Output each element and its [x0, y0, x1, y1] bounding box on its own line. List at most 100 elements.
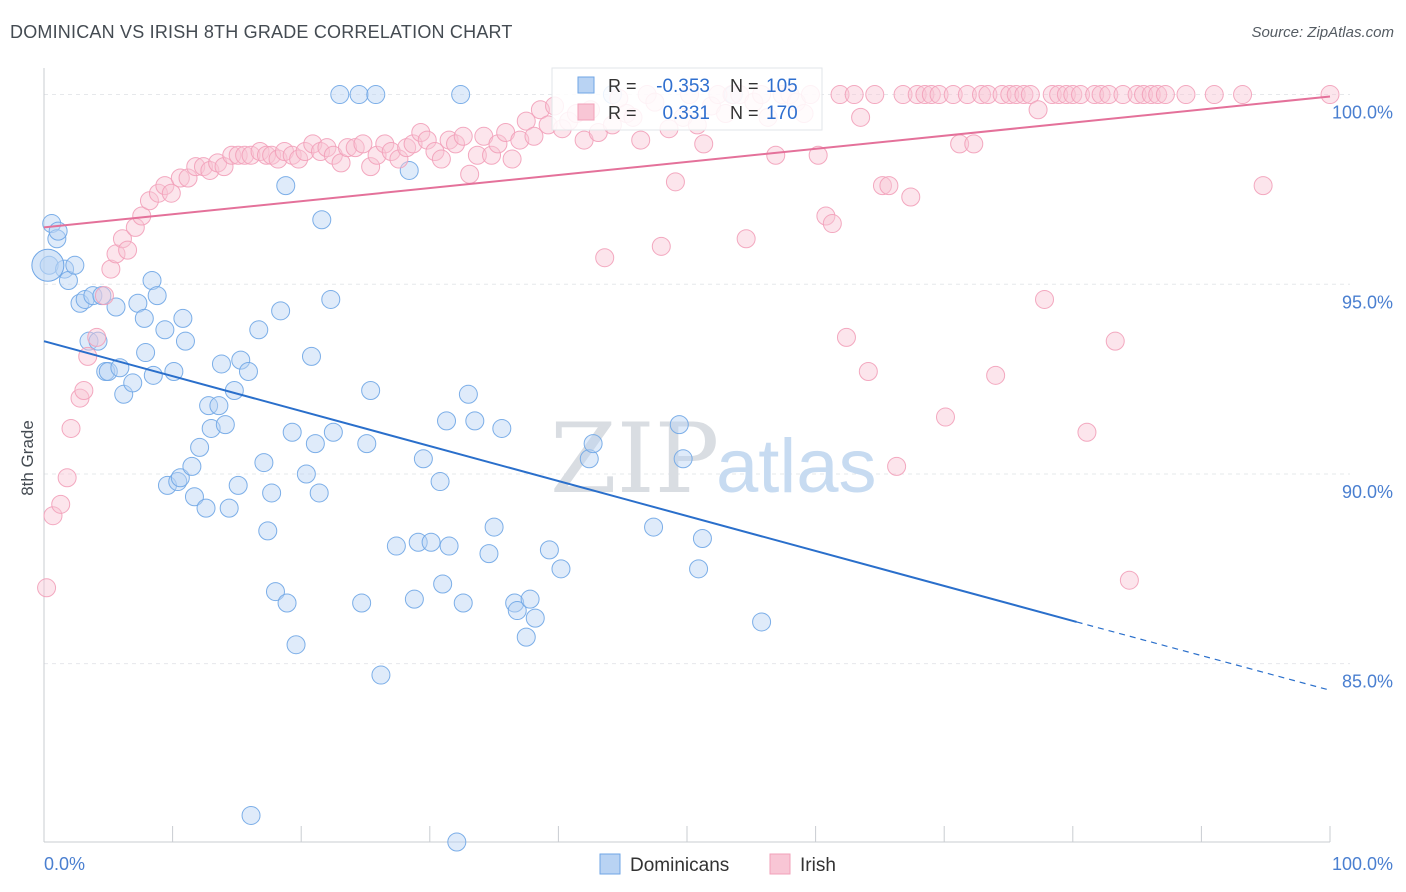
- irish-point-41: [317, 138, 337, 158]
- legend-label-irish[interactable]: Irish: [800, 855, 836, 876]
- irish-point-110: [808, 145, 828, 165]
- irish-point-104: [766, 145, 786, 165]
- irish-point-148: [1077, 422, 1097, 442]
- stats-box: R = -0.353 N = 105 R = 0.331 N = 170: [551, 67, 823, 131]
- irish-point-3: [57, 468, 77, 488]
- dominicans-point-46: [241, 805, 261, 825]
- irish-point-141: [1028, 100, 1048, 120]
- legend-swatch-irish[interactable]: [769, 853, 791, 875]
- irish-point-155: [1127, 85, 1147, 105]
- irish-point-127: [929, 85, 949, 105]
- irish-point-136: [992, 85, 1012, 105]
- dominicans-point-66: [352, 593, 372, 613]
- irish-point-161: [1204, 85, 1224, 105]
- y-tick-label-2: 90.0%: [1342, 482, 1393, 502]
- irish-point-152: [1105, 331, 1125, 351]
- irish-point-132: [964, 134, 984, 154]
- dominicans-point-44: [231, 350, 251, 370]
- irish-point-8: [87, 327, 107, 347]
- dominicans-point-2: [47, 229, 67, 249]
- dominicans-point-79: [437, 411, 457, 431]
- axes: [43, 68, 1331, 843]
- dominicans-trend-dashed: [1076, 621, 1331, 691]
- dominicans-point-100: [669, 415, 689, 435]
- irish-point-22: [186, 157, 206, 177]
- irish-point-123: [901, 187, 921, 207]
- dominicans-point-105: [752, 612, 772, 632]
- dominicans-point-80: [439, 536, 459, 556]
- dominicans-point-77: [430, 472, 450, 492]
- irish-point-67: [502, 149, 522, 169]
- irish-point-94: [694, 134, 714, 154]
- irish-point-10: [101, 259, 121, 279]
- irish-point-146: [1063, 85, 1083, 105]
- irish-point-40: [310, 141, 330, 161]
- irish-point-114: [836, 327, 856, 347]
- y-axis-label: 8th Grade: [18, 420, 37, 496]
- irish-point-122: [893, 85, 913, 105]
- dominicans-point-84: [458, 384, 478, 404]
- irish-point-31: [250, 141, 270, 161]
- dominicans-point-23: [143, 365, 163, 385]
- irish-point-116: [851, 107, 871, 127]
- irish-point-153: [1113, 85, 1133, 105]
- y-tick-label-1: 95.0%: [1342, 292, 1393, 312]
- irish-point-150: [1091, 85, 1111, 105]
- stats-n-value-dominicans: 105: [766, 76, 798, 97]
- dominicans-point-38: [209, 396, 229, 416]
- irish-point-54: [411, 123, 431, 142]
- irish-point-156: [1134, 85, 1154, 105]
- irish-point-70: [524, 126, 544, 146]
- irish-point-64: [482, 145, 502, 165]
- irish-point-34: [268, 149, 288, 169]
- irish-point-158: [1148, 85, 1168, 105]
- irish-point-51: [389, 149, 409, 169]
- dominicans-point-1: [42, 214, 62, 234]
- irish-point-2: [51, 494, 71, 514]
- stats-swatch-dominicans: [577, 76, 595, 94]
- dominicans-point-95: [551, 559, 571, 579]
- dominicans-point-94: [539, 540, 559, 560]
- stats-swatch-irish: [577, 103, 595, 121]
- irish-point-113: [830, 85, 850, 105]
- irish-point-12: [112, 229, 132, 249]
- trend-lines: [43, 95, 1331, 691]
- irish-point-157: [1141, 85, 1161, 105]
- dominicans-point-56: [286, 635, 306, 655]
- dominicans-point-47: [249, 320, 269, 340]
- dominicans-point-76: [421, 532, 441, 552]
- dominicans-point-21: [136, 343, 156, 363]
- irish-point-19: [161, 183, 181, 203]
- dominicans-point-58: [301, 346, 321, 366]
- legend-label-dominicans[interactable]: Dominicans: [630, 855, 729, 876]
- x-tick-label-0: 0.0%: [44, 854, 85, 874]
- irish-point-128: [935, 407, 955, 427]
- stats-n-label-irish: N =: [730, 103, 759, 123]
- dominicans-point-75: [413, 449, 433, 469]
- chart-title: DOMINICAN VS IRISH 8TH GRADE CORRELATION…: [10, 22, 513, 42]
- dominicans-point-54: [277, 593, 297, 613]
- dominicans-point-67: [357, 434, 377, 454]
- irish-point-80: [595, 248, 615, 268]
- irish-point-26: [214, 157, 234, 177]
- dominicans-point-81: [447, 832, 467, 852]
- irish-point-69: [516, 111, 536, 131]
- irish-point-52: [397, 138, 417, 158]
- dominicans-point-37: [201, 418, 221, 438]
- irish-point-46: [353, 134, 373, 154]
- y-tick-label-0: 100.0%: [1332, 103, 1393, 123]
- irish-point-32: [256, 145, 276, 165]
- irish-point-48: [367, 145, 387, 165]
- irish-point-29: [235, 145, 255, 165]
- dominicans-point-90: [507, 601, 527, 621]
- dominicans-point-61: [312, 210, 332, 230]
- irish-point-144: [1049, 85, 1069, 105]
- irish-point-65: [488, 134, 508, 154]
- irish-point-138: [1006, 85, 1026, 105]
- irish-point-23: [193, 157, 213, 177]
- irish-point-134: [978, 85, 998, 105]
- stats-n-label-dominicans: N =: [730, 76, 759, 96]
- dominicans-point-18: [123, 373, 143, 393]
- irish-point-49: [375, 134, 395, 154]
- legend-swatch-dominicans[interactable]: [599, 853, 621, 875]
